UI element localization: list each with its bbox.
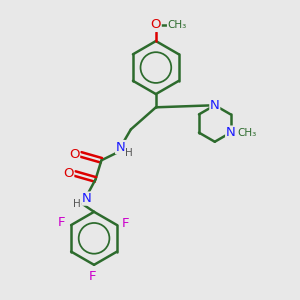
Text: F: F (89, 269, 96, 283)
Text: CH₃: CH₃ (237, 128, 256, 138)
Text: F: F (122, 217, 130, 230)
Text: N: N (82, 192, 92, 205)
Text: O: O (151, 18, 161, 32)
Text: H: H (73, 200, 80, 209)
Text: H: H (125, 148, 133, 158)
Text: O: O (69, 148, 80, 161)
Text: F: F (58, 216, 65, 229)
Text: N: N (116, 141, 125, 154)
Text: O: O (63, 167, 74, 180)
Text: N: N (226, 126, 236, 139)
Text: N: N (210, 99, 220, 112)
Text: CH₃: CH₃ (167, 20, 187, 30)
